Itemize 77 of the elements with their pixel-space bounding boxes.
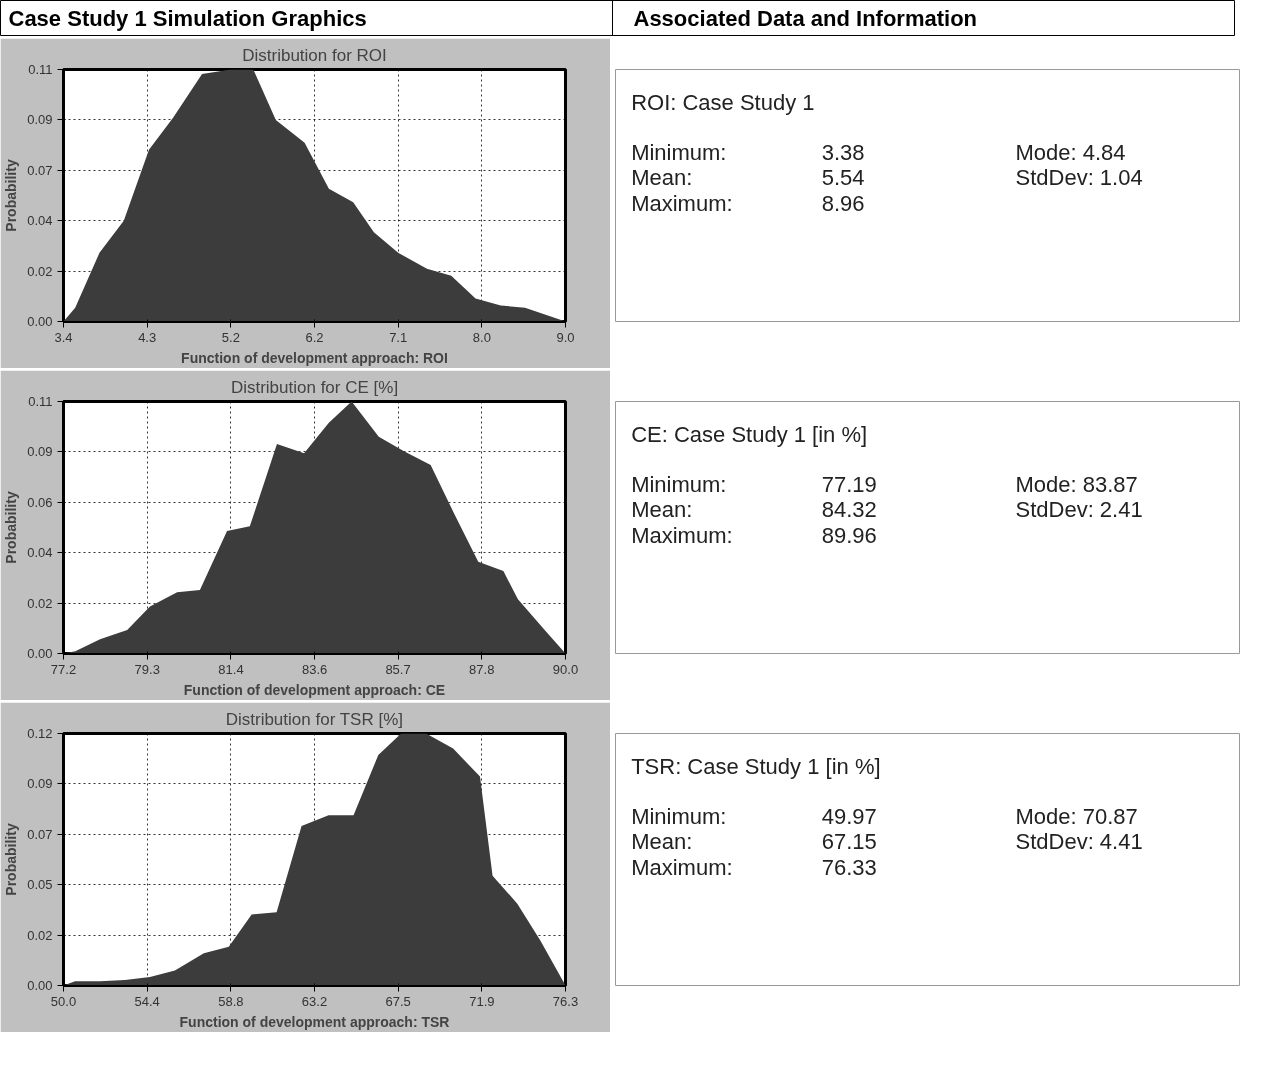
x-tick-label: 58.8 xyxy=(218,993,244,1009)
text: Case Study 1 Simulation Graphics xyxy=(8,6,367,31)
chart-title: Distribution for TSR [%] xyxy=(225,709,403,729)
x-tick-label: 9.0 xyxy=(556,329,575,345)
text: StdDev: 4.41 xyxy=(1015,829,1143,855)
y-tick-label: 0.00 xyxy=(27,978,53,993)
y-axis-title: Probability xyxy=(3,491,20,564)
text: StdDev: 1.04 xyxy=(1015,165,1143,191)
x-tick-label: 50.0 xyxy=(50,993,77,1009)
x-tick-label: 7.1 xyxy=(389,329,408,345)
chart-title: Distribution for ROI xyxy=(242,45,387,65)
x-tick-label: 81.4 xyxy=(218,661,244,677)
y-tick-label: 0.02 xyxy=(27,263,53,279)
x-axis-title: Function of development approach: CE xyxy=(183,681,446,698)
text: TSR: Case Study 1 [in %] xyxy=(631,753,881,779)
y-tick-label: 0.11 xyxy=(28,394,53,409)
text: 77.19 xyxy=(821,472,877,498)
text: Mode: 70.87 xyxy=(1015,804,1138,830)
x-axis-title: Function of development approach: ROI xyxy=(181,349,448,366)
text: 89.96 xyxy=(821,522,877,548)
y-axis-title: Probability xyxy=(3,159,20,232)
text: 8.96 xyxy=(821,190,865,216)
x-tick-label: 4.3 xyxy=(138,329,157,345)
x-axis-title: Function of development approach: TSR xyxy=(179,1013,450,1030)
x-tick-label: 71.9 xyxy=(469,993,495,1009)
x-tick-label: 87.8 xyxy=(469,661,495,677)
text: Maximum: xyxy=(631,190,733,216)
y-tick-label: 0.09 xyxy=(27,776,53,792)
x-tick-label: 76.3 xyxy=(552,993,579,1009)
x-tick-label: 83.6 xyxy=(302,661,328,677)
y-tick-label: 0.00 xyxy=(27,314,53,329)
y-tick-label: 0.02 xyxy=(27,927,53,943)
text: ROI: Case Study 1 xyxy=(631,89,815,115)
y-tick-label: 0.00 xyxy=(27,646,53,661)
y-tick-label: 0.07 xyxy=(27,826,53,842)
chart-title: Distribution for CE [%] xyxy=(230,377,399,397)
y-tick-label: 0.07 xyxy=(27,162,53,178)
y-tick-label: 0.09 xyxy=(27,112,53,128)
x-tick-label: 5.2 xyxy=(221,329,240,345)
y-tick-label: 0.05 xyxy=(27,877,53,893)
y-tick-label: 0.04 xyxy=(27,213,53,229)
text: Associated Data and Information xyxy=(633,6,978,31)
y-tick-label: 0.04 xyxy=(27,545,53,561)
y-tick-label: 0.06 xyxy=(27,494,53,510)
y-tick-label: 0.09 xyxy=(27,444,53,460)
text: Minimum: xyxy=(631,140,727,166)
text: 67.15 xyxy=(821,829,877,855)
text: Minimum: xyxy=(631,804,727,830)
text: 3.38 xyxy=(821,140,865,166)
x-tick-label: 8.0 xyxy=(472,329,491,345)
x-tick-label: 85.7 xyxy=(385,661,411,677)
y-axis-title: Probability xyxy=(3,823,20,896)
x-tick-label: 3.4 xyxy=(54,329,73,345)
text: Maximum: xyxy=(631,854,733,880)
text: Mean: xyxy=(631,829,693,855)
text: CE: Case Study 1 [in %] xyxy=(631,421,868,447)
text: 76.33 xyxy=(821,854,877,880)
y-tick-label: 0.02 xyxy=(27,595,53,611)
x-tick-label: 63.2 xyxy=(301,993,328,1009)
text: Mean: xyxy=(631,497,693,523)
x-tick-label: 77.2 xyxy=(50,661,77,677)
x-tick-label: 90.0 xyxy=(552,661,579,677)
text: 5.54 xyxy=(821,165,865,191)
x-tick-label: 67.5 xyxy=(385,993,411,1009)
x-tick-label: 79.3 xyxy=(134,661,160,677)
y-tick-label: 0.11 xyxy=(28,62,53,77)
text: StdDev: 2.41 xyxy=(1015,497,1143,523)
text: Maximum: xyxy=(631,522,733,548)
text: Mean: xyxy=(631,165,693,191)
text: Mode: 4.84 xyxy=(1015,140,1126,166)
text: 84.32 xyxy=(821,497,877,523)
text: 49.97 xyxy=(821,804,877,830)
text: Mode: 83.87 xyxy=(1015,472,1138,498)
x-tick-label: 6.2 xyxy=(305,329,324,345)
text: Minimum: xyxy=(631,472,727,498)
x-tick-label: 54.4 xyxy=(134,993,160,1009)
y-tick-label: 0.12 xyxy=(27,726,53,741)
